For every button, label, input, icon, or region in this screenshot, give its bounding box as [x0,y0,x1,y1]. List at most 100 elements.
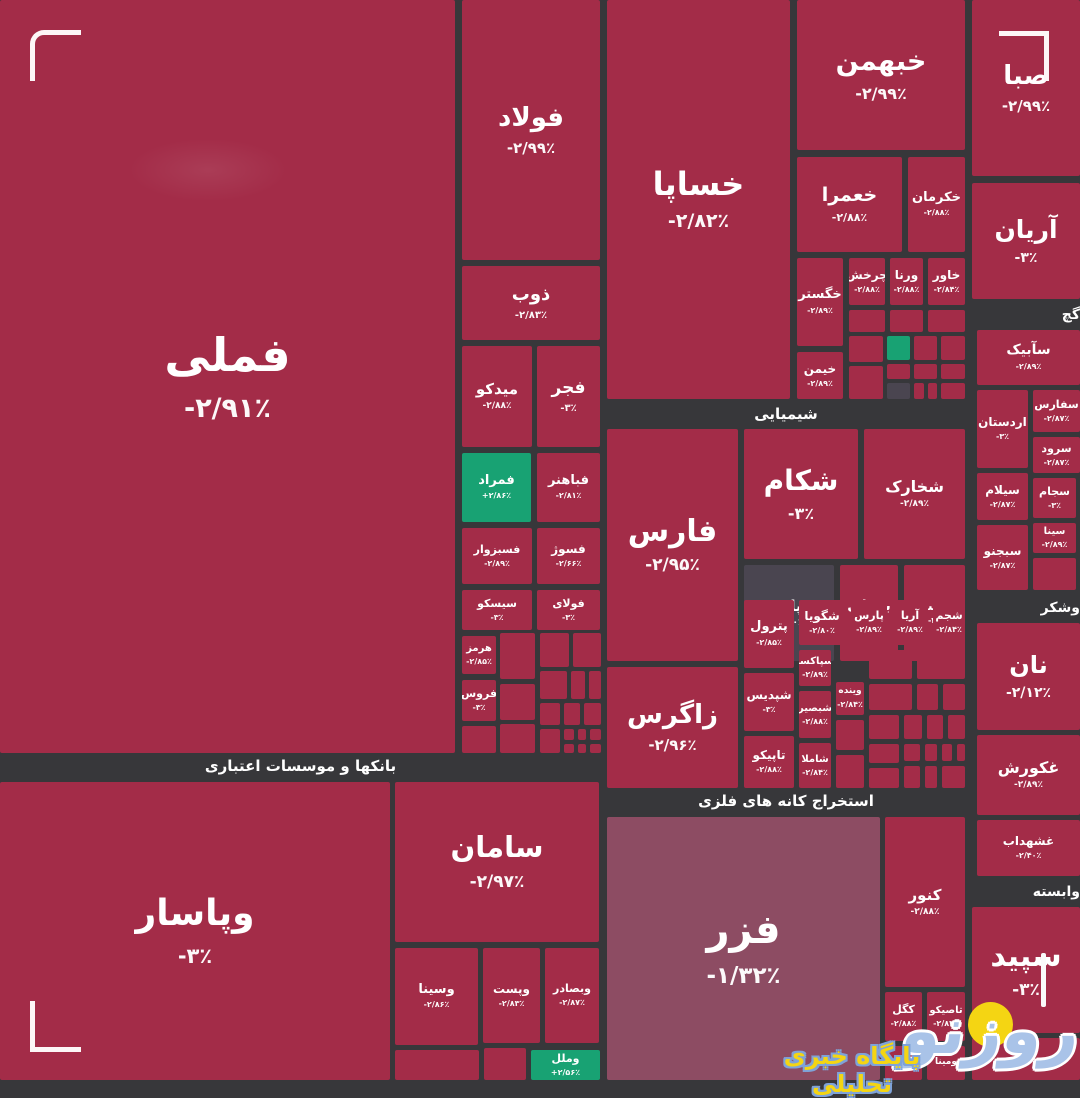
treemap-tile-سبجنو[interactable]: سبجنو -۲/۸۷٪ [977,525,1028,590]
treemap-tile-صبا[interactable]: صبا -۲/۹۹٪ [972,0,1080,176]
treemap-tile[interactable] [942,766,965,788]
treemap-tile[interactable] [573,633,601,667]
treemap-tile[interactable] [564,729,574,740]
treemap-tile-شخارک[interactable]: شخارک -۲/۸۹٪ [864,429,965,559]
treemap-tile-کگل[interactable]: کگل -۲/۸۸٪ [885,992,922,1041]
treemap-tile[interactable] [957,744,965,761]
treemap-tile[interactable] [925,766,937,788]
treemap-tile-وبصادر[interactable]: وبصادر -۲/۸۷٪ [545,948,599,1043]
treemap-tile-غشهداب[interactable]: غشهداب -۲/۴۰٪ [977,820,1080,876]
treemap-tile[interactable] [540,633,569,667]
treemap-tile[interactable] [914,364,937,379]
treemap-tile[interactable] [890,310,923,332]
treemap-tile-اردستان[interactable]: اردستان -۳٪ [977,390,1028,468]
treemap-tile-فسبزوار[interactable]: فسبزوار -۲/۸۹٪ [462,528,532,584]
treemap-tile-پترول[interactable]: پترول -۲/۸۵٪ [744,600,794,668]
treemap-tile-شجم[interactable]: شجم -۲/۸۴٪ [933,600,965,645]
treemap-tile-خساپا[interactable]: خساپا -۲/۸۲٪ [607,0,790,399]
treemap-tile[interactable] [904,715,922,739]
treemap-tile-شکام[interactable]: شکام -۳٪ [744,429,858,559]
treemap-tile-نان[interactable]: نان -۲/۱۲٪ [977,623,1080,730]
treemap-tile[interactable] [869,715,899,739]
treemap-tile-هرمز[interactable]: هرمز -۲/۸۵٪ [462,636,496,674]
treemap-tile[interactable] [836,720,864,750]
treemap-tile[interactable] [869,684,912,710]
treemap-tile-سیلام[interactable]: سیلام -۲/۸۷٪ [977,473,1028,520]
treemap-tile-شاملا[interactable]: شاملا -۲/۸۴٪ [799,743,831,788]
treemap-tile-سپاکسا[interactable]: سپاکسا -۲/۸۹٪ [799,650,831,686]
treemap-tile[interactable] [887,336,910,360]
treemap-tile-سفارس[interactable]: سفارس -۲/۸۷٪ [1033,390,1080,432]
treemap-tile[interactable] [590,729,601,740]
treemap-tile[interactable] [836,755,864,788]
treemap-tile[interactable] [540,703,560,725]
treemap-tile[interactable] [564,703,580,725]
treemap-tile[interactable] [887,364,910,379]
treemap-tile[interactable] [484,1048,526,1080]
treemap-tile[interactable] [578,729,586,740]
treemap-tile[interactable] [584,703,601,725]
treemap-tile-ومینا[interactable]: ومینا [927,1046,965,1080]
treemap-tile[interactable] [564,744,574,753]
treemap-tile[interactable] [869,744,899,763]
treemap-tile-خکرمان[interactable]: خکرمان -۲/۸۸٪ [908,157,965,252]
treemap-tile[interactable] [943,684,965,710]
treemap-tile-آریان[interactable]: آریان -۳٪ [972,183,1080,299]
treemap-tile[interactable] [941,336,965,360]
treemap-tile-شپدیس[interactable]: شپدیس -۳٪ [744,673,794,731]
treemap-tile-تاصیکو[interactable]: تاصیکو -۲/۸۳٪ [927,992,965,1041]
treemap-tile-سامان[interactable]: سامان -۲/۹۷٪ [395,782,599,942]
treemap-tile-پارس[interactable]: پارس -۲/۸۹٪ [851,600,887,645]
treemap-tile[interactable] [972,1038,1080,1080]
treemap-tile[interactable] [887,383,910,399]
treemap-tile-سجام[interactable]: سجام -۳٪ [1033,478,1076,518]
treemap-tile[interactable] [914,383,924,399]
treemap-tile-فارس[interactable]: فارس -۲/۹۵٪ [607,429,738,661]
treemap-tile[interactable] [500,633,535,679]
treemap-tile-کنور[interactable]: کنور -۲/۸۸٪ [885,817,965,987]
treemap-tile-سآبیک[interactable]: سآبیک -۲/۸۹٪ [977,330,1080,385]
treemap-tile-ورنا[interactable]: ورنا -۲/۸۸٪ [890,258,923,305]
treemap-tile-خگستر[interactable]: خگستر -۲/۸۹٪ [797,258,843,346]
treemap-tile-سرود[interactable]: سرود -۲/۸۷٪ [1033,437,1080,473]
treemap-tile-وملل[interactable]: وملل +۲/۵۶٪ [531,1050,600,1080]
treemap-tile-فروس[interactable]: فروس -۳٪ [462,680,496,721]
treemap-tile-شگویا[interactable]: شگویا -۲/۸۰٪ [799,600,845,645]
treemap-tile-سیسکو[interactable]: سیسکو -۳٪ [462,590,532,630]
treemap-tile-فباهنر[interactable]: فباهنر -۲/۸۱٪ [537,453,600,522]
treemap-tile[interactable] [849,336,883,362]
treemap-tile-ذوب[interactable]: ذوب -۲/۸۳٪ [462,266,600,340]
treemap-tile-خعمرا[interactable]: خعمرا -۲/۸۸٪ [797,157,902,252]
treemap-tile-فملی[interactable]: فملی -۲/۹۱٪ [0,0,455,753]
treemap-tile[interactable] [904,744,920,761]
treemap-tile[interactable] [941,383,965,399]
treemap-tile-غکورش[interactable]: غکورش -۲/۸۹٪ [977,735,1080,815]
treemap-tile-چرخش[interactable]: چرخش -۲/۸۸٪ [849,258,885,305]
treemap-tile-فجر[interactable]: فجر -۳٪ [537,346,600,447]
treemap-tile-فسوژ[interactable]: فسوژ -۲/۶۶٪ [537,528,600,584]
treemap-tile[interactable] [917,650,965,679]
treemap-tile[interactable] [540,729,560,753]
treemap-tile[interactable] [928,383,937,399]
treemap-tile[interactable] [948,715,965,739]
treemap-tile[interactable] [942,744,952,761]
treemap-tile[interactable] [578,744,586,753]
treemap-tile[interactable] [849,310,885,332]
treemap-tile-سینا[interactable]: سینا -۲/۸۹٪ [1033,523,1076,553]
treemap-tile[interactable] [904,766,920,788]
treemap-tile[interactable] [540,671,567,699]
treemap-tile-فزر[interactable]: فزر -۱/۳۲٪ [607,817,880,1080]
treemap-tile[interactable] [590,744,601,753]
treemap-tile[interactable] [462,726,496,753]
treemap-tile-وپست[interactable]: وپست -۲/۸۳٪ [483,948,540,1043]
treemap-tile-آریا[interactable]: آریا -۲/۸۹٪ [892,600,928,645]
treemap-tile-زاگرس[interactable]: زاگرس -۲/۹۶٪ [607,667,738,788]
treemap-tile[interactable] [589,671,601,699]
treemap-tile[interactable] [571,671,585,699]
treemap-tile[interactable] [849,366,883,399]
treemap-tile[interactable] [869,768,899,788]
treemap-tile[interactable] [917,684,938,710]
treemap-tile-میدکو[interactable]: میدکو -۲/۸۸٪ [462,346,532,447]
treemap-tile-خبهمن[interactable]: خبهمن -۲/۹۹٪ [797,0,965,150]
treemap-tile[interactable] [869,650,912,679]
